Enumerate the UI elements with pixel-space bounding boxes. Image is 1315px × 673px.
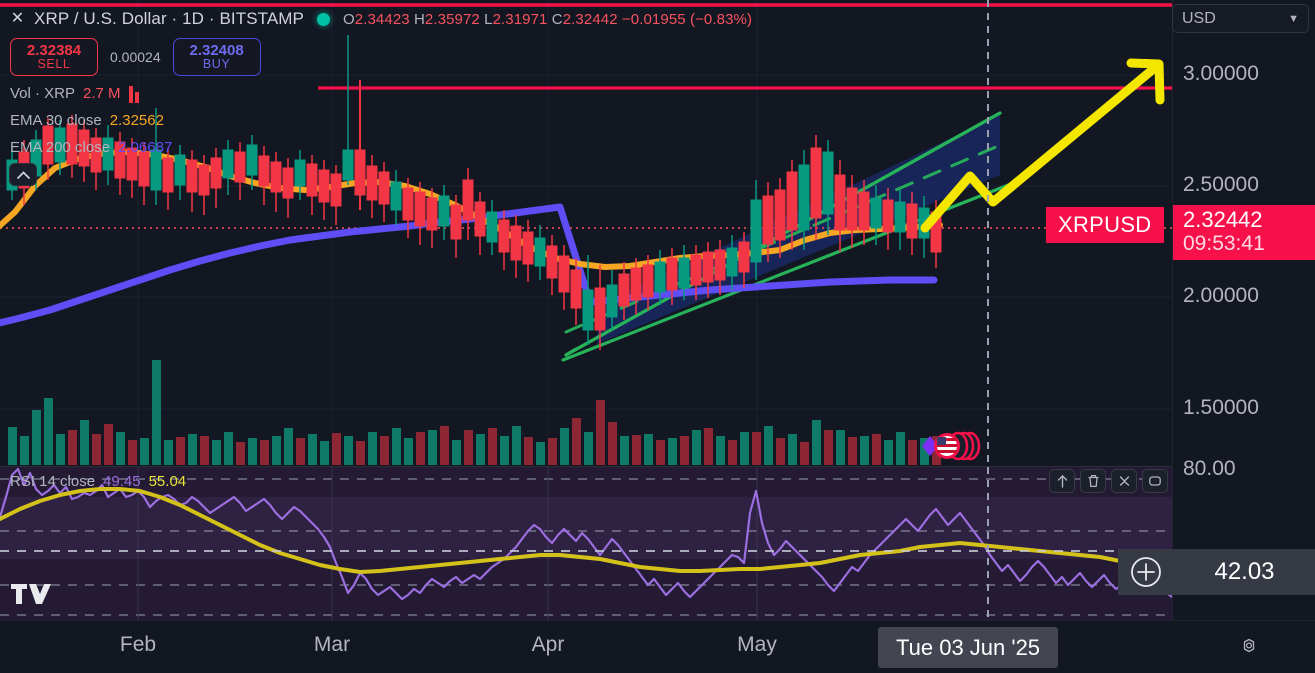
bullish-projection-arrow [920, 58, 1165, 233]
symbol-title-row: ✕ XRP / U.S. Dollar · 1D · BITSTAMP O2.3… [10, 6, 1172, 32]
buy-price: 2.32408 [189, 41, 244, 59]
ohlc-change: −0.01955 (−0.83%) [621, 10, 753, 28]
volume-histogram [8, 360, 941, 465]
rsi-band-fill [0, 497, 1172, 559]
currency-select[interactable]: USD ▼ [1172, 4, 1309, 33]
price-scale[interactable]: 3.00000 2.50000 2.00000 1.50000 80.00 2.… [1118, 0, 1315, 620]
price-scale-label: 2.00000 [1183, 284, 1259, 307]
ohlc-low-value: 2.31971 [492, 10, 548, 28]
quote-buttons-row: 2.32384 SELL 0.00024 2.32408 BUY [10, 38, 1172, 76]
ohlc-high-key: H [413, 10, 425, 28]
buy-button[interactable]: 2.32408 BUY [172, 38, 261, 76]
symbol-title[interactable]: XRP / U.S. Dollar · 1D · BITSTAMP [34, 9, 304, 28]
close-icon[interactable]: ✕ [10, 10, 25, 27]
indicator-ema200[interactable]: EMA 200 close 2.06687 [10, 134, 1172, 161]
price-scale-label: 3.00000 [1183, 62, 1259, 85]
chart-canvas[interactable] [0, 0, 1172, 620]
indicator-ema200-label: EMA 200 close [10, 139, 111, 156]
pane-toolbar [1049, 469, 1168, 493]
time-axis-month: May [737, 633, 777, 656]
price-scale-label: 1.50000 [1183, 396, 1259, 419]
indicator-ema30-value: 2.32562 [109, 112, 164, 129]
rsi-ma-line [0, 487, 1172, 581]
market-open-dot-icon [317, 12, 330, 26]
channel-midline [564, 144, 1000, 334]
chart-legend: ✕ XRP / U.S. Dollar · 1D · BITSTAMP O2.3… [0, 0, 1172, 161]
price-plot [0, 0, 1172, 465]
current-price-value: 2.32442 [1183, 207, 1263, 232]
collapse-pane-chevron-icon[interactable] [9, 163, 37, 186]
rsi-pane[interactable] [0, 466, 1172, 620]
sell-button[interactable]: 2.32384 SELL [10, 38, 98, 76]
rsi-line [0, 467, 1172, 601]
delete-pane-button[interactable] [1080, 469, 1106, 493]
usd-coins-sticker [922, 431, 981, 461]
rsi-grid [137, 467, 758, 620]
sell-label: SELL [37, 57, 71, 72]
maximize-pane-button[interactable] [1142, 469, 1168, 493]
tradingview-logo[interactable] [10, 581, 52, 612]
symbol-price-tag: XRPUSD [1046, 207, 1164, 243]
move-pane-up-button[interactable] [1049, 469, 1075, 493]
rsi-legend[interactable]: RSI 14 close 49.45 55.04 [10, 473, 186, 490]
indicator-ema200-value: 2.06687 [118, 139, 173, 156]
current-price-badge: 2.32442 09:53:41 [1173, 205, 1315, 260]
currency-select-value: USD [1182, 9, 1216, 27]
volume-bars-icon [128, 84, 139, 103]
time-axis-month: Apr [531, 633, 565, 656]
buy-label: BUY [202, 57, 231, 72]
ohlc-close-key: C [551, 10, 563, 28]
price-scale-label: 80.00 [1183, 457, 1236, 480]
time-axis[interactable]: Feb Mar Apr May Tue 03 Jun '25 [0, 620, 1315, 673]
ohlc-open-key: O [343, 10, 355, 28]
current-price-countdown: 09:53:41 [1183, 232, 1265, 256]
time-axis-month: Feb [119, 633, 157, 656]
ohlc-high-value: 2.35972 [424, 10, 480, 28]
rsi-legend-label: RSI 14 close [10, 473, 96, 490]
sell-price: 2.32384 [26, 41, 82, 59]
rsi-legend-value: 49.45 [103, 473, 141, 490]
indicator-ema30-label: EMA 30 close [10, 112, 102, 129]
crosshair-date-badge: Tue 03 Jun '25 [878, 627, 1059, 668]
collapse-pane-button[interactable] [1111, 469, 1137, 493]
price-scale-label: 2.50000 [1183, 173, 1259, 196]
spread-value: 0.00024 [110, 49, 161, 65]
indicator-volume-label: Vol · XRP [10, 85, 76, 102]
indicator-volume-value: 2.7 M [83, 85, 121, 102]
rsi-plot [0, 467, 1172, 620]
ohlc-open-value: 2.34423 [354, 10, 410, 28]
candlestick-series [6, 35, 942, 350]
rsi-crosshair-value: 42.03 [1173, 549, 1315, 595]
chevron-down-icon: ▼ [1288, 12, 1299, 25]
indicator-ema30[interactable]: EMA 30 close 2.32562 [10, 107, 1172, 134]
price-pane[interactable] [0, 0, 1172, 465]
indicator-volume[interactable]: Vol · XRP 2.7 M [10, 80, 1172, 107]
gear-icon[interactable] [1239, 637, 1259, 657]
rsi-ma-legend-value: 55.04 [148, 473, 187, 490]
ohlc-low-key: L [484, 10, 493, 28]
add-indicator-button[interactable] [1118, 549, 1173, 595]
time-axis-month: Mar [313, 633, 351, 656]
ohlc-values: O2.34423 H2.35972 L2.31971 C2.32442 −0.0… [343, 11, 752, 28]
ohlc-close-value: 2.32442 [562, 10, 618, 28]
